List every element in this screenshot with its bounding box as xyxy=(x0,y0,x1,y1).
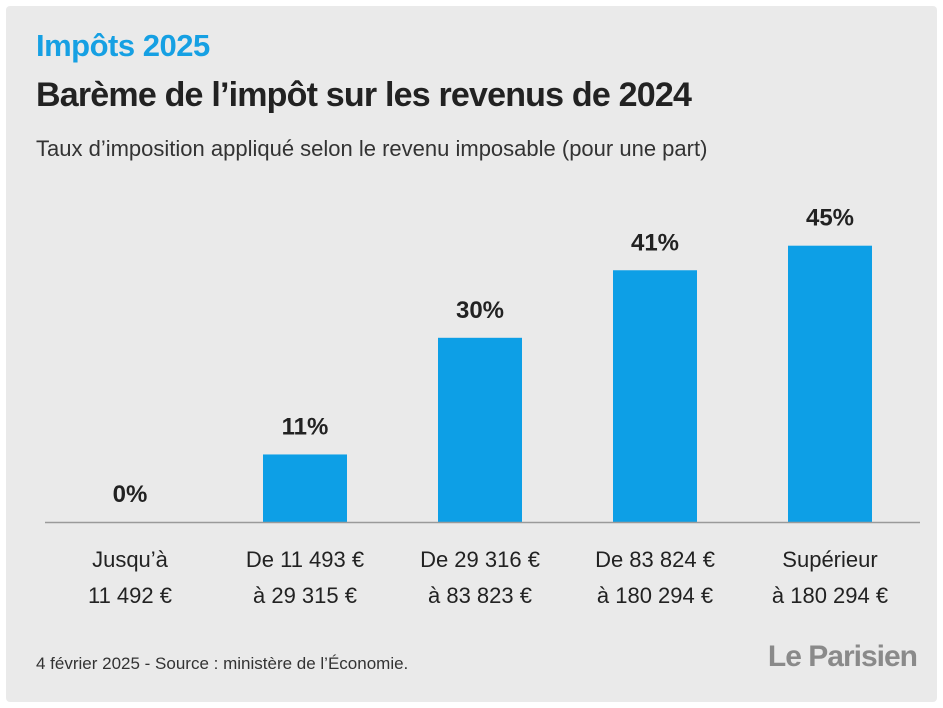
value-label-1: 11% xyxy=(282,413,329,440)
bar-3 xyxy=(613,270,697,522)
category-label-2-1: à 83 823 € xyxy=(428,583,532,608)
value-label-2: 30% xyxy=(456,297,504,324)
category-label-2-0: De 29 316 € xyxy=(420,547,540,572)
value-label-4: 45% xyxy=(806,205,854,232)
category-label-3-0: De 83 824 € xyxy=(595,547,715,572)
bar-1 xyxy=(263,454,347,522)
chart-subtitle: Taux d’imposition appliqué selon le reve… xyxy=(36,136,708,161)
category-label-1-0: De 11 493 € xyxy=(246,547,364,572)
category-label-3-1: à 180 294 € xyxy=(597,583,713,608)
le-parisien-logo: Le Parisien xyxy=(767,640,918,673)
bar-2 xyxy=(438,337,522,522)
category-label-4-1: à 180 294 € xyxy=(772,583,888,608)
source-note: 4 février 2025 - Source : ministère de l… xyxy=(36,654,409,673)
category-label-4-0: Supérieur xyxy=(782,547,877,572)
bar-4 xyxy=(788,245,872,522)
category-label-0-0: Jusqu’à xyxy=(92,547,169,572)
category-label-1-1: à 29 315 € xyxy=(253,583,357,608)
kicker-title: Impôts 2025 xyxy=(36,28,210,63)
category-label-0-1: 11 492 € xyxy=(88,583,172,608)
value-label-0: 0% xyxy=(113,481,148,508)
chart-title: Barème de l’impôt sur les revenus de 202… xyxy=(36,76,692,114)
value-label-3: 41% xyxy=(631,229,679,256)
